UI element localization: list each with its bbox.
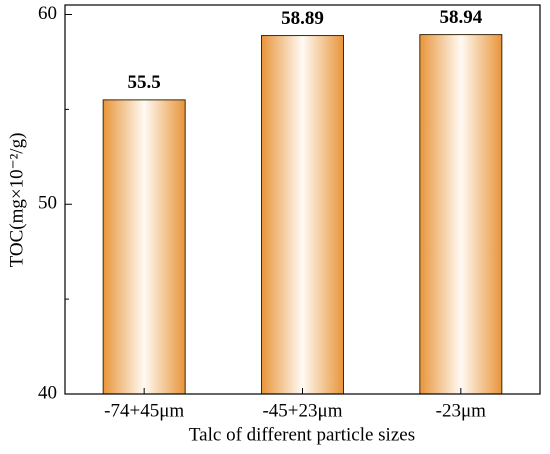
bar <box>419 34 503 395</box>
x-tick-label: -23μm <box>436 400 487 421</box>
y-tick-label: 40 <box>38 382 57 403</box>
bar <box>261 35 344 395</box>
value-label: 58.89 <box>281 8 324 29</box>
value-label: 58.94 <box>439 7 482 28</box>
y-tick-label: 50 <box>38 193 57 214</box>
plot-frame <box>64 4 541 395</box>
x-axis-title: Talc of different particle sizes <box>189 424 415 445</box>
y-axis-title: TOC(mg×10⁻²/g) <box>6 133 27 268</box>
x-tick-label: -74+45μm <box>104 400 184 421</box>
y-tick-label: 60 <box>38 3 57 24</box>
value-label: 55.5 <box>128 72 161 93</box>
x-tick-label: -45+23μm <box>262 400 342 421</box>
bar <box>102 99 186 395</box>
